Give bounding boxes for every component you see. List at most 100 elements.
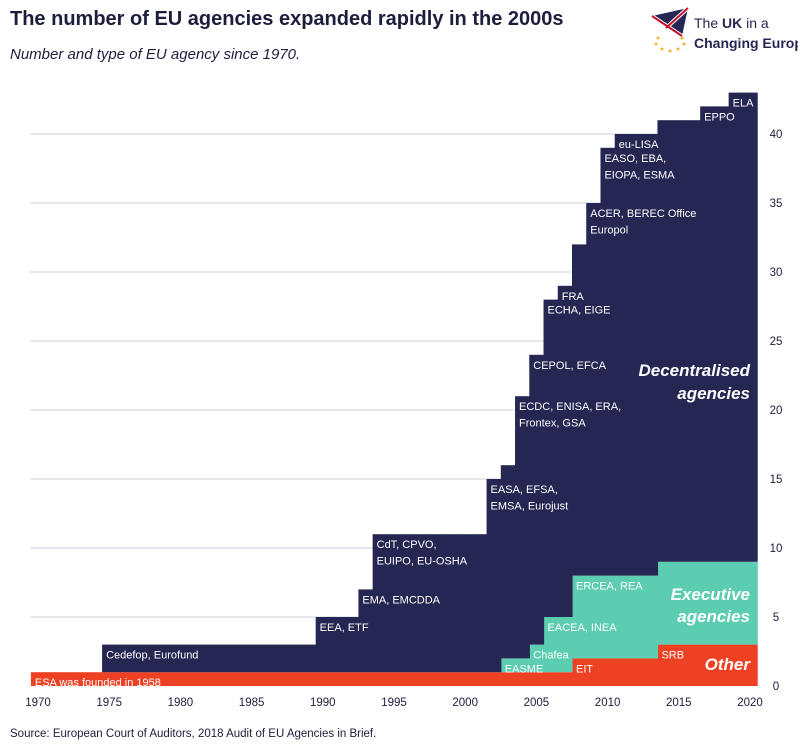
y-tick-label: 40 [770,129,783,141]
annotation-label: CdT, CPVO, [377,539,437,551]
bar-segment [728,92,744,562]
bar-segment [529,672,545,686]
bar-segment [458,534,473,673]
bar-segment [500,658,516,673]
bar-segment [742,92,758,562]
annotation-label: Europol [590,225,628,237]
bar-segment [287,672,303,686]
bar-segment [358,672,374,686]
bar-segment [685,120,701,562]
x-tick-label: 1980 [168,697,194,709]
annotation-label: ERCEA, REA [576,581,643,593]
series-label: agencies [677,384,750,403]
bar-segment [87,672,103,686]
series-executive-agencies [500,561,758,673]
bar-segment [572,244,587,576]
bar-segment [102,672,117,686]
bar-segment [628,134,644,576]
bar-segment [628,575,644,659]
bar-segment [657,644,673,686]
bar-segment [657,120,673,562]
bar-segment [600,147,616,576]
bar-segment [543,299,559,617]
bar-segment [529,354,545,645]
annotation-label: ACER, BEREC Office [590,208,696,220]
series-label: Decentralised [639,361,751,380]
bar-segment [700,561,715,645]
bar-segment [614,658,630,686]
x-tick-label: 1990 [310,697,336,709]
annotation-label: ECDC, ENISA, ERA, [519,401,621,413]
annotation-label: Cedefop, Eurofund [106,650,198,662]
annotation-label: Frontex, GSA [519,418,586,430]
bar-segment [329,617,345,673]
bar-segment [216,644,231,673]
bar-segment [59,672,75,686]
bar-segment [486,479,502,673]
y-tick-label: 10 [770,543,783,555]
annotation-label: EUIPO, EU-OSHA [377,556,468,568]
x-tick-label: 1985 [239,697,265,709]
bar-segment [643,658,659,686]
svg-text:The UK in a: The UK in a [694,15,769,31]
bar-segment [429,534,445,673]
bar-segment [187,644,203,673]
bar-segment [344,617,359,673]
x-tick-label: 2020 [737,697,763,709]
bar-segment [529,644,545,673]
bar-segment [386,672,402,686]
bar-segment [102,644,117,673]
annotation-label: ESA was founded in 1958 [35,677,161,689]
y-tick-label: 5 [773,612,779,624]
x-tick-label: 2015 [666,697,692,709]
bar-segment [159,644,174,673]
bar-segment [586,658,602,686]
bar-segment [230,644,246,673]
x-tick-label: 1995 [381,697,407,709]
bar-segment [714,106,730,562]
bar-segment [116,644,132,673]
bar-segment [671,561,687,645]
bar-segment [515,672,530,686]
bar-segment [401,672,416,686]
bar-segment [230,672,246,686]
bar-segment [714,644,730,686]
bar-segment [159,672,174,686]
annotation-label: EACEA, INEA [548,622,618,634]
bar-segment [45,672,60,686]
bar-segment [415,672,431,686]
bar-segment [472,672,488,686]
series-other [30,644,758,686]
bar-segment [543,672,559,686]
annotation-label: EMA, EMCDDA [362,594,440,606]
annotation-label: EIT [576,663,593,675]
bar-segment [742,561,758,645]
bar-segment [458,672,473,686]
bar-segment [600,575,616,659]
bar-segment [130,644,146,673]
annotation-label: EASO, EBA, [604,153,666,165]
x-tick-label: 1975 [96,697,122,709]
bar-segment [515,658,530,673]
bar-segment [287,644,303,673]
bar-segment [685,644,701,686]
bar-segment [600,658,616,686]
y-tick-label: 35 [770,198,783,210]
bar-segment [614,575,630,659]
bar-segment [329,672,345,686]
bar-segment [201,644,217,673]
bar-segment [443,534,459,673]
bar-segment [728,644,744,686]
bar-segment [586,203,602,576]
x-tick-label: 2010 [595,697,621,709]
bar-segment [272,644,288,673]
x-tick-label: 2005 [524,697,550,709]
bar-segment [187,672,203,686]
bar-segment [173,644,189,673]
annotation-label: FRA [562,291,585,303]
annotation-label: CEPOL, EFCA [533,360,606,372]
bar-segment [557,285,573,617]
bar-segment [685,561,701,645]
x-tick-label: 1970 [25,697,51,709]
